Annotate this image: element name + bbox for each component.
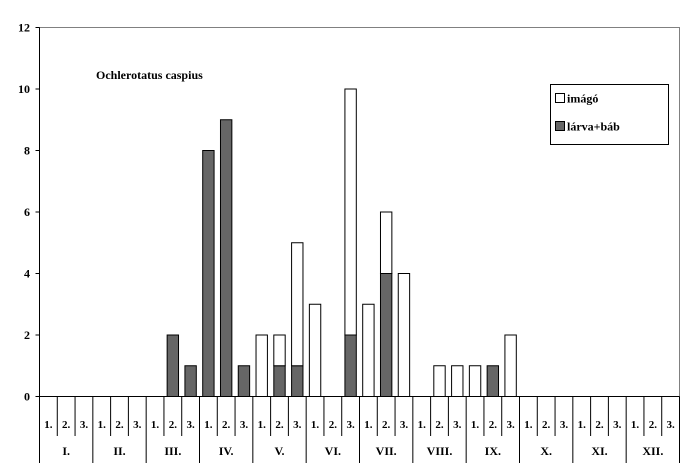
decade-label: 3. (400, 419, 409, 431)
decade-label: 1. (151, 419, 160, 431)
y-tick-label: 8 (24, 144, 30, 158)
plot-frame (39, 27, 680, 397)
decade-label: 2. (542, 419, 551, 431)
decade-label: 1. (311, 419, 320, 431)
y-tick-label: 12 (18, 21, 30, 35)
decade-label: 2. (649, 419, 658, 431)
decade-label: 3. (613, 419, 622, 431)
decade-label: 3. (506, 419, 515, 431)
bar-imago-VI.3 (344, 88, 357, 336)
decade-label: 2. (275, 419, 284, 431)
decade-label: 3. (240, 419, 249, 431)
bar-imago-VII.3 (397, 273, 411, 397)
bar-larva-VI.3 (344, 334, 357, 397)
decade-label: 2. (595, 419, 604, 431)
decade-label: 2. (169, 419, 178, 431)
bar-larva-IV.3 (237, 365, 251, 397)
decade-label: 1. (44, 419, 53, 431)
bar-larva-IV.2 (219, 119, 233, 397)
month-label: XII. (642, 444, 663, 458)
month-label: III. (164, 444, 181, 458)
bar-larva-VII.2 (379, 273, 393, 397)
decade-label: 2. (435, 419, 444, 431)
bar-imago-V.1 (255, 334, 268, 397)
month-label: I. (62, 444, 70, 458)
decade-label: 3. (346, 419, 355, 431)
y-tick-label: 6 (24, 205, 30, 219)
month-label: VII. (376, 444, 397, 458)
month-label: IX. (485, 444, 501, 458)
decade-label: 3. (80, 419, 89, 431)
month-label: XI. (591, 444, 607, 458)
decade-label: 1. (258, 419, 267, 431)
bar-imago-VIII.3 (451, 365, 464, 397)
bar-imago-VIII.2 (433, 365, 446, 397)
decade-label: 2. (489, 419, 498, 431)
decade-label: 3. (293, 419, 302, 431)
bar-imago-IX.1 (468, 365, 482, 397)
bar-larva-V.2 (273, 365, 286, 397)
y-tick-label: 4 (24, 267, 30, 281)
legend-swatch-larva (555, 121, 565, 131)
x-labels-group: 1. 2. 3. 1. 2. 3. 1. 2. 3. 1. 2. 3. 1. 2. 3. 1. 2. 3. 1. 2.… (39, 396, 680, 463)
month-label: VIII. (427, 444, 453, 458)
decade-label: 1. (364, 419, 373, 431)
decade-label: 2. (329, 419, 338, 431)
bar-larva-III.2 (166, 334, 180, 397)
month-label: IV. (219, 444, 234, 458)
bar-larva-IV.1 (202, 150, 215, 397)
decade-label: 1. (524, 419, 533, 431)
decade-label: 3. (453, 419, 462, 431)
decade-label: 1. (471, 419, 480, 431)
bars-group (166, 88, 517, 397)
decade-label: 3. (666, 419, 675, 431)
bar-larva-III.3 (184, 365, 197, 397)
bar-imago-VII.2 (379, 211, 393, 274)
month-label: II. (113, 444, 125, 458)
decade-label: 1. (631, 419, 640, 431)
month-label: X. (540, 444, 552, 458)
chart-title: Ochlerotatus caspius (96, 68, 203, 82)
bar-imago-IX.3 (504, 334, 517, 397)
legend-box (550, 84, 669, 145)
decade-label: 1. (418, 419, 427, 431)
y-tick-label: 2 (24, 328, 30, 342)
bar-imago-VII.1 (362, 303, 375, 397)
decade-label: 2. (382, 419, 391, 431)
decade-label: 2. (222, 419, 231, 431)
decade-label: 3. (133, 419, 142, 431)
decade-label: 3. (560, 419, 569, 431)
bar-imago-VI.1 (308, 303, 322, 397)
month-label: V. (274, 444, 284, 458)
decade-label: 2. (62, 419, 71, 431)
legend: imágó lárva+báb (550, 84, 669, 145)
legend-swatch-imago (555, 93, 565, 103)
decade-label: 1. (204, 419, 213, 431)
bar-larva-V.3 (291, 365, 304, 397)
decade-label: 3. (186, 419, 195, 431)
decade-label: 1. (578, 419, 587, 431)
bar-imago-V.3 (291, 242, 304, 367)
decade-label: 2. (115, 419, 124, 431)
decade-label: 1. (98, 419, 107, 431)
y-tick-label: 0 (24, 390, 30, 404)
month-label: VI. (325, 444, 341, 458)
y-tick-label: 10 (18, 82, 30, 96)
legend-label-larva: lárva+báb (567, 120, 620, 134)
legend-label-imago: imágó (567, 92, 598, 106)
bar-imago-V.2 (273, 334, 286, 367)
bar-larva-IX.2 (486, 365, 500, 397)
